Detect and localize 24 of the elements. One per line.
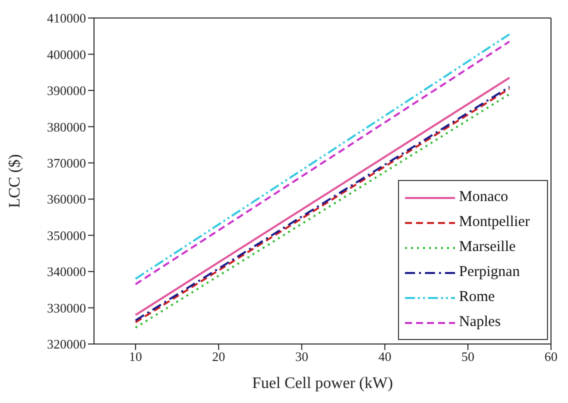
y-tick-label: 340000 <box>47 264 86 280</box>
y-tick-label: 350000 <box>47 228 86 243</box>
y-tick-label: 360000 <box>47 192 86 207</box>
legend-label: Monaco <box>459 189 508 206</box>
y-tick-label: 410000 <box>47 10 86 26</box>
y-tick-label: 330000 <box>47 300 86 316</box>
legend-label: Rome <box>459 289 495 306</box>
legend-label: Montpellier <box>459 214 530 231</box>
x-tick-label: 50 <box>461 349 474 364</box>
y-tick-label: 320000 <box>47 336 86 352</box>
x-tick-label: 60 <box>544 349 558 364</box>
y-axis-title: LCC ($) <box>6 154 24 208</box>
x-axis-title: Fuel Cell power (kW) <box>252 375 393 392</box>
x-tick-label: 40 <box>378 349 392 364</box>
legend-label: Perpignan <box>459 264 520 281</box>
y-tick-label: 400000 <box>47 46 86 62</box>
y-tick-label: 390000 <box>47 83 86 98</box>
x-tick-label: 20 <box>212 349 226 364</box>
x-tick-label: 30 <box>295 349 308 364</box>
legend-label: Naples <box>459 314 501 331</box>
y-tick-label: 370000 <box>47 156 86 171</box>
x-tick-label: 10 <box>129 349 142 364</box>
legend-label: Marseille <box>459 239 516 256</box>
y-tick-label: 380000 <box>47 119 86 134</box>
